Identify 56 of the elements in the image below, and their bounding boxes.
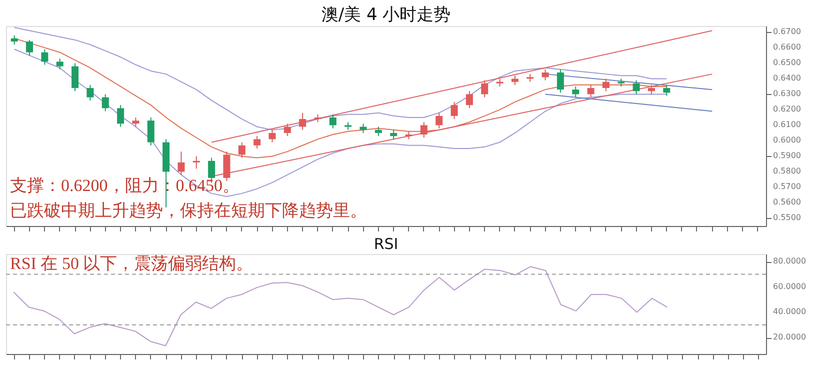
candlestick	[374, 126, 382, 137]
y-tick-label: 0.5700	[773, 182, 801, 192]
chart-title: 澳/美 4 小时走势	[321, 5, 451, 25]
candlestick	[390, 129, 398, 140]
candlestick	[436, 112, 443, 129]
y-tick-label: 0.6000	[773, 136, 801, 145]
y-tick-label: 0.5500	[773, 213, 801, 222]
candlestick	[56, 58, 64, 70]
candlestick	[450, 101, 458, 120]
y-tick-label: 0.6400	[773, 74, 801, 83]
candlestick	[147, 116, 154, 146]
candlestick	[26, 39, 34, 56]
y-tick-label: 0.6600	[773, 42, 801, 52]
candlestick	[542, 68, 549, 81]
candlestick	[420, 122, 428, 138]
y-tick-label: 0.6700	[773, 27, 801, 36]
candlestick	[86, 84, 94, 101]
candlestick	[132, 116, 140, 128]
y-tick-label: 0.6500	[773, 58, 801, 68]
candlestick	[663, 84, 670, 96]
candlestick	[254, 136, 261, 149]
candlestick	[481, 80, 488, 98]
y-tick-label: 0.5600	[773, 198, 801, 207]
y-tick-label: 0.6300	[773, 89, 801, 98]
candlestick	[299, 112, 306, 130]
y-tick-label: 0.6200	[773, 104, 801, 114]
candlestick	[556, 68, 564, 94]
candlestick	[602, 78, 610, 92]
candlestick	[117, 104, 124, 128]
y-tick-label: 40.0000	[773, 307, 806, 316]
candlestick	[360, 123, 367, 134]
y-tick-label: 20.0000	[773, 332, 806, 342]
candlestick	[648, 84, 655, 95]
y-tick-label: 0.5800	[773, 166, 801, 176]
candlestick	[466, 90, 473, 109]
candlestick	[10, 34, 18, 46]
candlestick	[178, 151, 185, 176]
candlestick	[72, 62, 79, 92]
annotation: RSI 在 50 以下，震荡偏弱结构。	[10, 254, 254, 273]
y-tick-label: 60.0000	[773, 282, 806, 291]
y-tick-label: 0.6100	[773, 120, 801, 130]
annotation: 支撑：0.6200，阻力：0.6450。	[10, 176, 240, 195]
candlestick	[102, 94, 109, 112]
y-tick-label: 80.0000	[773, 256, 806, 266]
candlestick	[192, 156, 200, 170]
y-tick-label: 0.5900	[773, 151, 801, 160]
candlestick	[41, 48, 48, 66]
candlestick	[329, 114, 336, 129]
candlestick	[632, 80, 640, 95]
candlestick	[572, 86, 580, 98]
annotation: 已跌破中期上升趋势，保持在短期下降趋势里。	[10, 201, 367, 220]
candlestick	[511, 75, 518, 86]
candlestick	[587, 84, 594, 98]
candlestick	[284, 123, 291, 137]
candlestick	[238, 142, 246, 158]
chart-title: RSI	[374, 235, 398, 253]
